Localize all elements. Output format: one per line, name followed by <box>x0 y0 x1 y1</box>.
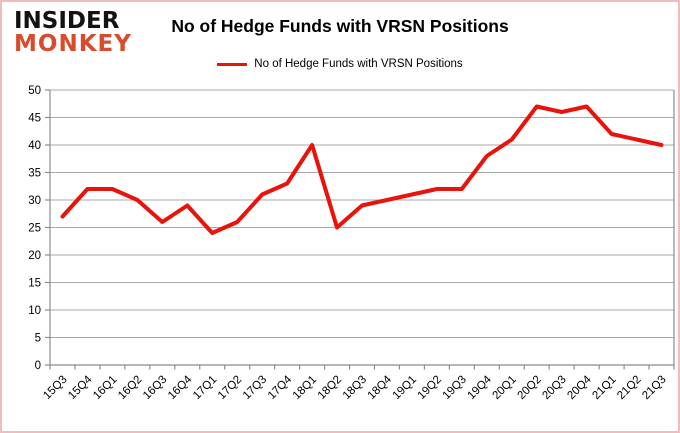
x-axis-tick-label: 20Q4 <box>565 373 594 402</box>
x-axis-tick-label: 18Q1 <box>291 374 319 402</box>
x-axis-tick-label: 21Q2 <box>615 374 643 402</box>
x-axis-tick-label: 17Q4 <box>266 373 295 402</box>
x-axis-tick-label: 20Q1 <box>490 374 518 402</box>
x-axis-tick-label: 19Q1 <box>391 374 419 402</box>
x-axis-tick-label: 21Q3 <box>640 374 668 402</box>
x-axis-tick-label: 17Q2 <box>216 374 244 402</box>
y-axis-tick-label: 35 <box>28 168 41 180</box>
legend: No of Hedge Funds with VRSN Positions <box>2 58 678 70</box>
y-axis-tick-label: 15 <box>28 278 41 290</box>
insider-monkey-logo: INSIDER MONKEY <box>14 10 132 55</box>
x-axis-tick-label: 15Q3 <box>41 374 69 402</box>
x-axis-tick-label: 21Q1 <box>590 374 618 402</box>
x-axis-tick-label: 15Q4 <box>66 373 95 402</box>
x-axis-tick-label: 16Q4 <box>166 373 195 402</box>
chart-title: No of Hedge Funds with VRSN Positions <box>171 16 509 36</box>
legend-line-marker-icon <box>217 62 248 66</box>
series-line-vrsn <box>60 104 664 235</box>
x-axis-tick-label: 20Q3 <box>540 374 568 402</box>
x-axis-tick-label: 19Q3 <box>441 374 469 402</box>
x-axis-tick-label: 18Q2 <box>316 374 344 402</box>
x-axis-tick-label: 20Q2 <box>515 374 543 402</box>
x-axis-tick-label: 16Q3 <box>141 374 169 402</box>
logo-text-monkey: MONKEY <box>14 30 132 57</box>
y-axis-tick-label: 10 <box>28 305 41 317</box>
y-axis-tick-label: 45 <box>28 113 41 125</box>
logo-text-insider: INSIDER <box>14 8 120 34</box>
y-axis-tick-label: 50 <box>28 85 41 97</box>
x-axis-tick-label: 19Q4 <box>466 373 495 402</box>
x-axis-tick-label: 17Q3 <box>241 374 269 402</box>
y-axis-tick-label: 20 <box>28 250 41 262</box>
y-axis-tick-label: 25 <box>28 223 41 235</box>
x-axis-tick-label: 16Q1 <box>91 374 119 402</box>
y-axis-tick-label: 5 <box>35 333 41 345</box>
legend-label: No of Hedge Funds with VRSN Positions <box>254 58 463 70</box>
x-axis-tick-label: 19Q2 <box>416 374 444 402</box>
x-axis-tick-label: 18Q4 <box>366 373 395 402</box>
x-axis-tick-label: 18Q3 <box>341 374 369 402</box>
y-axis-tick-label: 40 <box>28 140 41 152</box>
y-axis-tick-label: 30 <box>28 195 41 207</box>
x-axis-tick-label: 16Q2 <box>116 374 144 402</box>
x-axis-tick-label: 17Q1 <box>191 374 219 402</box>
y-axis-tick-label: 0 <box>35 360 41 372</box>
